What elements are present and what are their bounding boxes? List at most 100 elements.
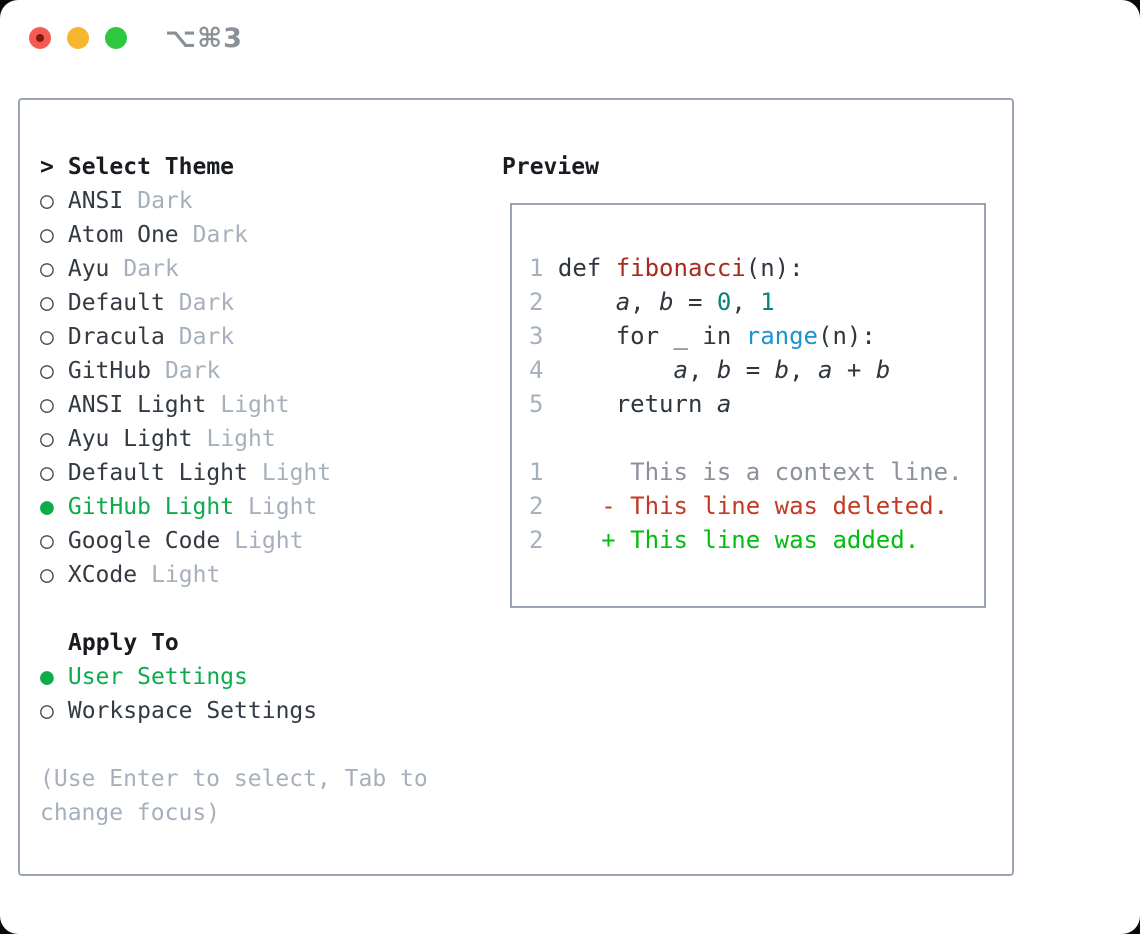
theme-name: XCode: [67, 562, 138, 588]
theme-variant: Light: [206, 426, 276, 452]
theme-name: Ayu: [67, 256, 110, 282]
apply-to-title: Apply To: [68, 630, 179, 656]
theme-item-ansi[interactable]: ○ ANSI Dark: [40, 184, 428, 218]
code-token: (n):: [818, 322, 876, 350]
theme-item-google-code[interactable]: ○ Google Code Light: [40, 524, 428, 558]
code-token: fibonacci: [615, 254, 746, 282]
preview-title: Preview: [502, 154, 599, 180]
line-number: 4: [529, 356, 558, 384]
theme-dialog-panel: > Select Theme ○ ANSI Dark ○ Atom One Dark ○ Ayu…: [18, 98, 1014, 876]
code-token: return: [557, 390, 717, 418]
code-token: for _ in: [557, 322, 746, 350]
theme-name: Default: [67, 290, 165, 316]
radio-selected-icon: ●: [40, 494, 54, 520]
preview-header: Preview: [502, 150, 599, 184]
code-token: =: [731, 356, 775, 384]
apply-option-workspace-settings[interactable]: ○ Workspace Settings: [40, 694, 428, 728]
theme-name: Dracula: [67, 324, 165, 350]
close-button[interactable]: [29, 27, 51, 49]
spacer: [40, 728, 428, 762]
line-number: [529, 424, 558, 452]
theme-item-ayu[interactable]: ○ Ayu Dark: [40, 252, 428, 286]
hint-line-1: (Use Enter to select, Tab to: [40, 766, 428, 792]
radio-icon: ○: [40, 290, 54, 316]
code-token: b: [716, 356, 732, 384]
theme-item-default[interactable]: ○ Default Dark: [40, 286, 428, 320]
code-token: + This line was added.: [601, 526, 920, 554]
code-token: a: [673, 356, 688, 384]
theme-item-atom-one[interactable]: ○ Atom One Dark: [40, 218, 428, 252]
code-token: =: [673, 288, 717, 316]
code-token: ,: [630, 288, 660, 316]
code-token: ,: [789, 356, 819, 384]
select-theme-title: Select Theme: [67, 154, 235, 180]
code-token: (n):: [745, 254, 804, 282]
code-token: +: [832, 356, 876, 384]
theme-item-xcode[interactable]: ○ XCode Light: [40, 558, 428, 592]
theme-item-github[interactable]: ○ GitHub Dark: [40, 354, 428, 388]
theme-name: Ayu Light: [67, 426, 193, 452]
theme-variant: Dark: [123, 256, 179, 282]
code-token: b: [774, 356, 790, 384]
radio-icon: ○: [40, 188, 54, 214]
diff-deleted-line: 2 - This line was deleted.: [529, 489, 984, 523]
blank-line: [529, 421, 984, 455]
theme-variant: Light: [151, 562, 221, 588]
theme-variant: Light: [220, 392, 290, 418]
radio-icon: ○: [40, 460, 54, 486]
theme-variant: Light: [261, 460, 332, 486]
code-token: a: [716, 390, 732, 418]
theme-variant: Dark: [178, 324, 235, 350]
code-token: [558, 492, 601, 520]
code-line: 4 a, b = b, a + b: [529, 353, 984, 387]
code-line: 2 a, b = 0, 1: [529, 285, 984, 319]
theme-name: ANSI: [67, 188, 124, 214]
theme-item-dracula[interactable]: ○ Dracula Dark: [40, 320, 428, 354]
theme-variant: Light: [248, 494, 318, 520]
code-token: ,: [687, 356, 717, 384]
line-number: 3: [529, 322, 558, 350]
theme-variant: Light: [234, 528, 304, 554]
theme-variant: Dark: [137, 188, 193, 214]
code-token: b: [875, 356, 891, 384]
theme-item-default-light[interactable]: ○ Default Light Light: [40, 456, 428, 490]
code-token: ,: [731, 288, 761, 316]
radio-icon: ○: [40, 222, 54, 248]
apply-to-list: ● User Settings ○ Workspace Settings: [40, 660, 428, 728]
radio-icon: ○: [40, 256, 54, 282]
minimize-button[interactable]: [67, 27, 89, 49]
theme-name: Default Light: [67, 460, 248, 486]
code-token: 0: [716, 288, 732, 316]
radio-icon: ○: [40, 426, 54, 452]
diff-added-line: 2 + This line was added.: [529, 523, 984, 557]
code-token: - This line was deleted.: [601, 492, 949, 520]
code-token: a: [818, 356, 833, 384]
radio-icon: ○: [40, 528, 54, 554]
radio-icon: ○: [40, 698, 54, 724]
theme-item-ansi-light[interactable]: ○ ANSI Light Light: [40, 388, 428, 422]
select-theme-header: > Select Theme: [40, 150, 428, 184]
theme-name: GitHub Light: [67, 494, 235, 520]
apply-option-label: User Settings: [67, 664, 248, 690]
theme-name: GitHub: [67, 358, 151, 384]
line-number: 2: [529, 288, 558, 316]
theme-list: ○ ANSI Dark ○ Atom One Dark ○ Ayu Dark ○ Default Da…: [40, 184, 428, 592]
window-title: ⌥⌘3: [165, 22, 243, 54]
theme-name: ANSI Light: [67, 392, 207, 418]
theme-item-ayu-light[interactable]: ○ Ayu Light Light: [40, 422, 428, 456]
apply-option-label: Workspace Settings: [67, 698, 318, 724]
theme-variant: Dark: [178, 290, 235, 316]
close-dot-icon: [36, 34, 44, 42]
diff-context-line: 1 This is a context line.: [529, 455, 984, 489]
zoom-button[interactable]: [105, 27, 127, 49]
theme-name: Atom One: [67, 222, 179, 248]
radio-selected-icon: ●: [40, 664, 54, 690]
code-token: [558, 356, 674, 384]
apply-option-user-settings[interactable]: ● User Settings: [40, 660, 428, 694]
theme-item-github-light[interactable]: ● GitHub Light Light: [40, 490, 428, 524]
line-number: 1: [529, 254, 558, 282]
preview-column: Preview 1 def fibonacci(n): 2 a, b = 0, 1…: [502, 150, 986, 608]
